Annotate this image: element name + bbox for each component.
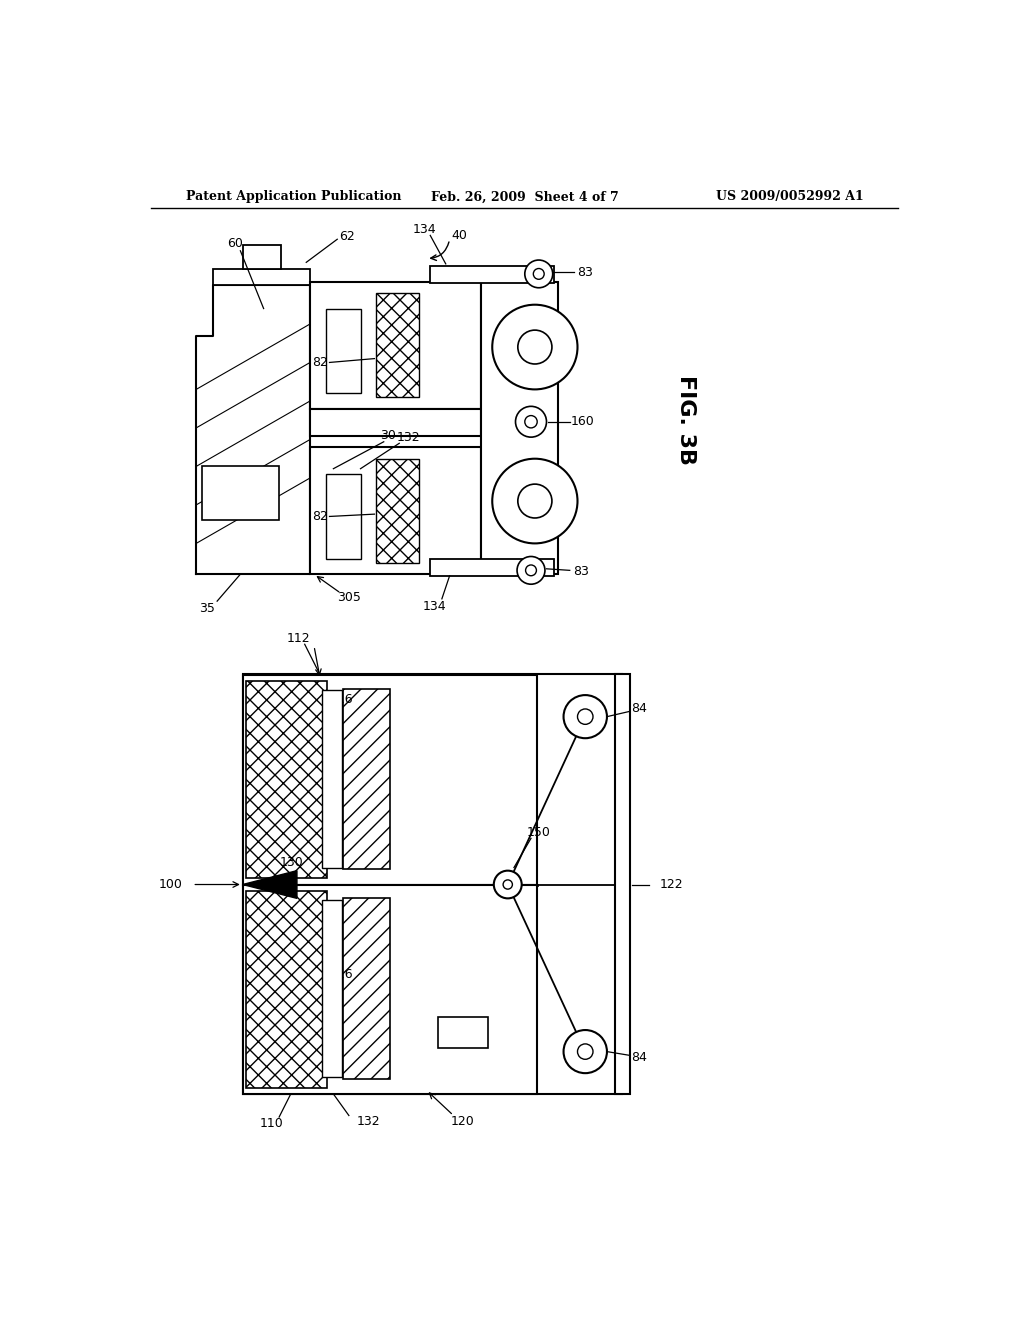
Text: 100: 100 [159, 878, 182, 891]
Text: 30: 30 [380, 429, 395, 442]
Circle shape [517, 557, 545, 585]
Text: Patent Application Publication: Patent Application Publication [186, 190, 401, 203]
Bar [243, 675, 538, 884]
Text: 305: 305 [337, 591, 360, 603]
Circle shape [493, 305, 578, 389]
Text: 60: 60 [227, 236, 243, 249]
Text: FIG. 3B: FIG. 3B [676, 375, 696, 465]
Circle shape [534, 268, 544, 280]
Bar [326, 474, 360, 558]
Circle shape [563, 696, 607, 738]
Circle shape [518, 484, 552, 517]
Bar [326, 309, 360, 393]
Circle shape [524, 260, 553, 288]
Bar [430, 558, 554, 576]
Text: 83: 83 [578, 265, 593, 279]
Text: 62: 62 [339, 231, 355, 243]
Circle shape [578, 1044, 593, 1059]
Text: 84: 84 [632, 702, 647, 715]
Bar [376, 459, 419, 562]
Text: 132: 132 [396, 430, 421, 444]
Text: 150: 150 [526, 825, 551, 838]
Bar [246, 891, 328, 1088]
Bar [243, 246, 282, 268]
Circle shape [494, 871, 521, 899]
Bar [480, 281, 558, 574]
Bar [246, 681, 328, 878]
Polygon shape [243, 871, 297, 899]
Bar [430, 267, 554, 284]
Text: 84: 84 [632, 1051, 647, 1064]
Bar [213, 268, 310, 285]
Text: 122: 122 [659, 878, 683, 891]
Bar [243, 884, 538, 1094]
Bar [310, 447, 480, 574]
Text: 116: 116 [330, 693, 353, 706]
Circle shape [515, 407, 547, 437]
Text: 35: 35 [199, 602, 215, 615]
Circle shape [578, 709, 593, 725]
Bar [310, 409, 480, 436]
Circle shape [493, 459, 578, 544]
Text: 82: 82 [312, 356, 328, 370]
Text: Feb. 26, 2009  Sheet 4 of 7: Feb. 26, 2009 Sheet 4 of 7 [431, 190, 618, 203]
Bar [310, 281, 480, 409]
Circle shape [518, 330, 552, 364]
Text: 134: 134 [413, 223, 436, 236]
Polygon shape [197, 285, 310, 574]
Bar [343, 689, 390, 869]
Text: 130: 130 [280, 857, 303, 870]
Text: 160: 160 [571, 416, 595, 428]
Bar [376, 293, 419, 397]
Text: 116: 116 [330, 968, 353, 981]
Bar [438, 1016, 488, 1048]
Polygon shape [310, 285, 352, 323]
Circle shape [563, 1030, 607, 1073]
Text: 132: 132 [356, 1115, 380, 1129]
Text: 83: 83 [573, 565, 590, 578]
Bar [202, 466, 280, 520]
Text: 110: 110 [259, 1117, 284, 1130]
Bar [322, 900, 342, 1077]
Text: 134: 134 [422, 601, 445, 612]
Text: 155: 155 [453, 1027, 473, 1038]
Text: 112: 112 [287, 631, 310, 644]
Bar [243, 675, 623, 1094]
Bar [343, 899, 390, 1078]
Text: US 2009/0052992 A1: US 2009/0052992 A1 [717, 190, 864, 203]
Circle shape [524, 416, 538, 428]
Text: 82: 82 [312, 510, 328, 523]
Circle shape [503, 880, 512, 890]
Bar [614, 675, 630, 1094]
Text: 120: 120 [451, 1115, 475, 1129]
Text: 40: 40 [452, 228, 468, 242]
Bar [322, 690, 342, 867]
Circle shape [525, 565, 537, 576]
